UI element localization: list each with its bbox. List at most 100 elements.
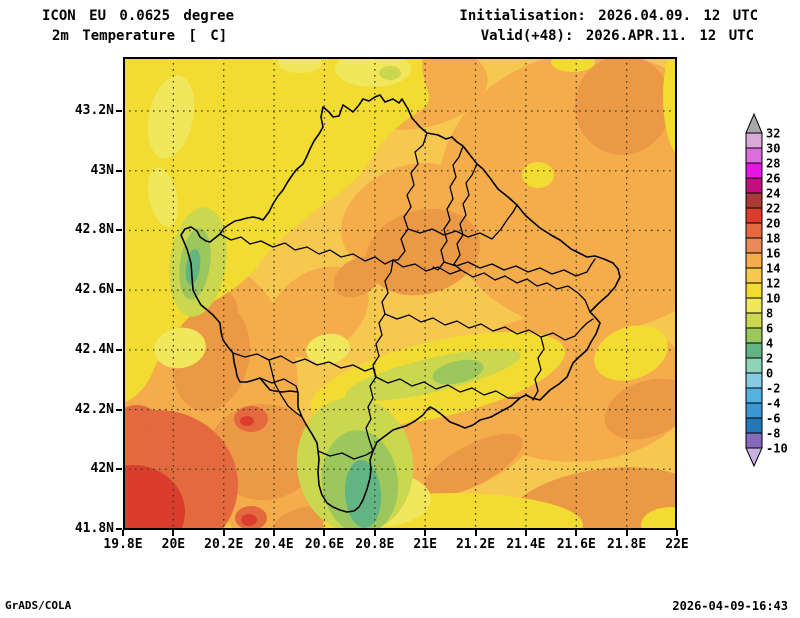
colorbar-under-arrow [745,447,763,468]
colorbar-label: 12 [766,277,780,291]
municipality-boundary [407,204,518,240]
colorbar-segment [745,192,763,209]
colorbar-label: 0 [766,367,773,381]
colorbar-segment [745,147,763,164]
colorbar-segment [745,252,763,269]
colorbar-segment [745,402,763,419]
y-axis-tick [116,528,122,530]
x-axis-tick [122,530,124,536]
colorbar-over-arrow [745,112,763,134]
x-axis-tick [273,530,276,536]
y-axis-label: 42.4N [74,341,114,357]
x-axis-tick [222,530,225,536]
footer-credit: GrADS/COLA [5,599,72,612]
x-axis-tick [575,530,578,536]
municipality-boundary [432,145,464,271]
x-axis-tick [424,530,427,536]
municipality-boundary [392,259,591,313]
municipality-boundary [232,352,377,378]
municipality-boundary [268,359,303,418]
y-axis-tick [116,229,122,232]
colorbar-label: 4 [766,337,773,351]
temperature-map [123,57,677,530]
colorbar-label: 8 [766,307,773,321]
municipality-boundary [259,377,299,393]
colorbar-label: -10 [766,442,788,456]
x-axis-label: 22E [665,537,689,552]
colorbar-segment [745,387,763,404]
colorbar-label: 14 [766,262,780,276]
map-border [123,57,677,530]
colorbar-segment [745,432,763,449]
x-axis-label: 21.6E [556,537,596,552]
municipality-boundary [317,450,374,460]
y-axis-tick [116,169,122,172]
colorbar-segment [745,207,763,224]
colorbar-segment [745,222,763,239]
municipality-boundaries [180,94,621,513]
y-axis-label: 42.8N [74,222,114,238]
colorbar-label: 16 [766,247,780,261]
colorbar-segment [745,132,763,149]
x-axis-label: 20.6E [304,537,345,552]
colorbar-label: -2 [766,382,780,396]
colorbar-label: 10 [766,292,780,306]
grid-lines [123,57,677,530]
x-axis-label: 19.8E [103,537,143,552]
colorbar-label: 30 [766,142,780,156]
colorbar-segment [745,297,763,314]
colorbar-label: 32 [766,127,780,141]
y-axis-label: 42.6N [74,282,114,298]
x-axis-label: 21E [413,537,437,552]
x-axis-label: 20.4E [254,537,294,552]
municipality-boundary [219,233,394,265]
colorbar-segment [745,267,763,284]
colorbar-segment [745,162,763,179]
colorbar-label: -6 [766,412,780,426]
x-axis-label: 20E [161,537,186,552]
colorbar-label: 18 [766,232,780,246]
municipality-boundary [453,163,478,271]
x-axis-label: 21.8E [607,537,647,552]
y-axis-tick [116,110,122,112]
colorbar-segment [745,312,763,329]
x-axis-tick [676,530,678,536]
y-axis-label: 42.2N [74,401,114,417]
x-axis-label: 21.2E [455,537,496,552]
x-axis-label: 20.2E [204,537,244,552]
x-axis-tick [524,530,527,536]
footer-timestamp: 2026-04-09-16:43 [672,599,788,613]
header-initialisation: Initialisation: 2026.04.09. 12 UTC [459,8,758,24]
header-model-title: ICON EU 0.0625 degree [42,8,235,24]
map-area [123,57,677,530]
municipality-boundary [531,336,545,401]
colorbar-segment [745,372,763,389]
colorbar-label: 26 [766,172,780,186]
x-axis-tick [474,530,477,536]
kosovo-outer-border [180,94,621,513]
y-axis-tick [116,289,122,292]
colorbar-label: 28 [766,157,780,171]
colorbar-segment [745,327,763,344]
header-valid-time: Valid(+48): 2026.APR.11. 12 UTC [480,28,754,44]
y-axis-label: 41.8N [74,521,114,536]
colorbar-segment [745,177,763,194]
colorbar-label: 22 [766,202,780,216]
x-axis-label: 20.8E [355,537,395,552]
x-axis-label: 21.4E [506,537,546,552]
municipality-boundary [375,376,521,399]
x-axis-tick [172,530,175,536]
colorbar-segment [745,417,763,434]
colorbar-segment [745,342,763,359]
x-axis-tick [323,530,326,536]
colorbar-label: 2 [766,352,773,366]
y-axis-tick [116,348,122,351]
colorbar-segment [745,237,763,254]
municipality-boundary [392,132,428,261]
temperature-field [123,57,677,530]
y-axis-tick [116,408,122,411]
y-axis-label: 43N [90,162,114,178]
colorbar-label: 24 [766,187,780,201]
